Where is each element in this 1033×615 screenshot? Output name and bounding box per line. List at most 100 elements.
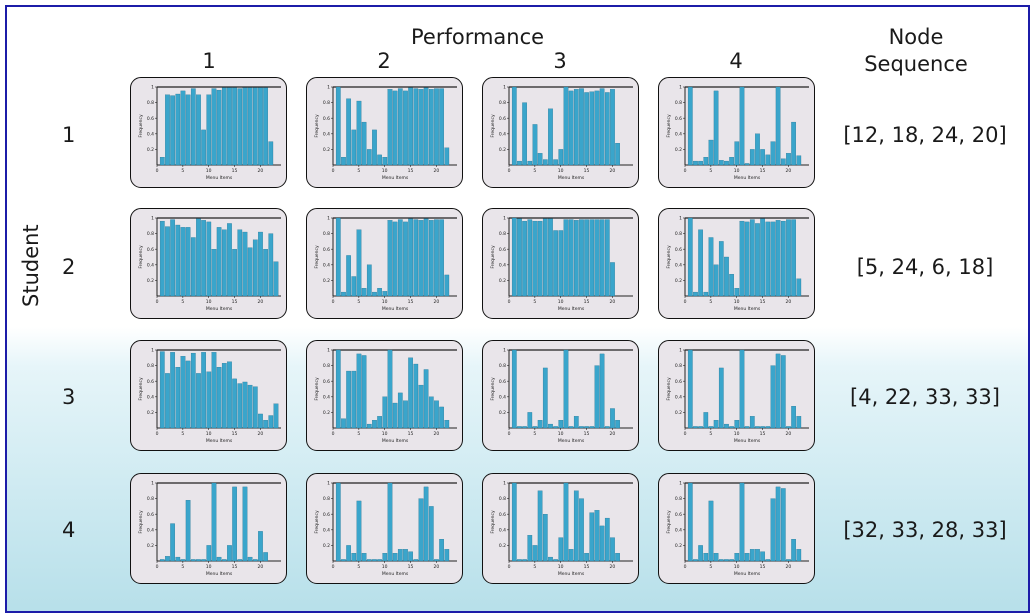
bar-22 <box>796 416 802 429</box>
node-sequence-header-line-2: Sequence <box>864 52 968 76</box>
x-tick-label: 20 <box>609 431 615 437</box>
bar-17 <box>418 498 424 562</box>
y-axis-label: Frequency <box>490 377 496 401</box>
bar-5 <box>708 500 714 562</box>
bar-11 <box>387 220 393 297</box>
x-tick-label: 15 <box>584 299 590 305</box>
bar-12 <box>744 163 750 166</box>
bar-17 <box>594 219 600 297</box>
bar-19 <box>780 158 786 166</box>
y-tick-label: 0.6 <box>323 379 330 385</box>
x-tick-label: 5 <box>533 168 536 174</box>
bar-4 <box>703 553 709 562</box>
y-tick-label: 0.6 <box>323 247 330 253</box>
bar-18 <box>423 218 429 297</box>
x-tick-label: 0 <box>156 168 159 174</box>
y-tick-label: 0.2 <box>323 543 330 549</box>
bar-4 <box>703 157 709 166</box>
bar-5 <box>356 353 362 429</box>
bar-13 <box>749 416 755 429</box>
x-axis-label: Menu Items <box>558 306 585 312</box>
bar-13 <box>221 363 227 429</box>
y-tick-label: 0.4 <box>323 262 330 268</box>
bar-12 <box>744 221 750 297</box>
bar-14 <box>227 87 232 166</box>
x-tick-label: 0 <box>332 299 335 305</box>
bar-21 <box>263 87 268 166</box>
y-axis-label: Frequency <box>666 377 672 401</box>
x-tick-label: 5 <box>357 564 360 570</box>
bar-17 <box>594 365 600 429</box>
x-tick-label: 15 <box>232 564 238 570</box>
bar-10 <box>734 553 740 562</box>
bar-21 <box>439 539 444 562</box>
bar-15 <box>408 551 413 562</box>
x-axis-label: Menu Items <box>734 306 761 312</box>
y-tick-label: 0.4 <box>323 394 330 400</box>
bar-4 <box>175 556 181 562</box>
y-tick-label: 0.2 <box>675 543 682 549</box>
bar-20 <box>258 531 263 562</box>
bar-19 <box>604 92 610 166</box>
bar-10 <box>206 221 212 297</box>
x-tick-label: 10 <box>382 299 388 305</box>
x-tick-label: 5 <box>533 299 536 305</box>
bar-5 <box>532 545 538 562</box>
y-tick-label: 0.6 <box>499 512 506 518</box>
bar-6 <box>185 227 191 297</box>
y-tick-label: 1 <box>503 481 506 487</box>
y-tick-label: 0.4 <box>675 394 682 400</box>
bar-11 <box>563 349 569 429</box>
y-axis-label: Frequency <box>490 510 496 534</box>
bar-21 <box>791 539 796 562</box>
column-header-3: 3 <box>553 49 567 73</box>
histogram-panel-r2-c3: 0.2 0.4 0.6 0.8 1 0 5 10 15 20 Menu Items Frequency <box>482 208 639 319</box>
y-tick-label: 0.2 <box>147 410 154 416</box>
y-tick-label: 0.2 <box>675 410 682 416</box>
bar-1 <box>511 482 517 562</box>
y-tick-label: 0.6 <box>675 247 682 253</box>
bar-19 <box>252 386 258 429</box>
bar-1 <box>335 86 341 166</box>
x-tick-label: 15 <box>760 431 766 437</box>
bar-21 <box>439 88 444 166</box>
bar-8 <box>196 373 201 429</box>
histogram-panel-r1-c2: 0.2 0.4 0.6 0.8 1 0 5 10 15 20 Menu Items Frequency <box>306 77 463 188</box>
bar-6 <box>713 420 719 429</box>
bar-4 <box>351 370 357 429</box>
bar-2 <box>341 418 346 429</box>
bar-19 <box>604 426 610 429</box>
bar-15 <box>408 218 413 297</box>
bar-1 <box>687 86 693 166</box>
bar-20 <box>434 219 439 297</box>
bar-16 <box>765 154 771 166</box>
y-tick-label: 0.8 <box>323 496 330 502</box>
bar-12 <box>568 219 574 297</box>
bar-6 <box>185 500 191 562</box>
x-tick-label: 20 <box>257 564 263 570</box>
y-tick-label: 1 <box>679 481 682 487</box>
histogram-panel-r4-c2: 0.2 0.4 0.6 0.8 1 0 5 10 15 20 Menu Items Frequency <box>306 473 463 584</box>
bar-20 <box>434 559 439 562</box>
x-tick-label: 15 <box>760 168 766 174</box>
x-tick-label: 20 <box>785 299 791 305</box>
bar-9 <box>729 157 734 166</box>
bar-3 <box>170 523 175 562</box>
bar-2 <box>693 160 698 166</box>
bar-5 <box>532 220 538 297</box>
bar-19 <box>252 559 258 562</box>
bar-15 <box>760 149 765 166</box>
bar-16 <box>765 221 771 297</box>
bar-16 <box>237 229 243 297</box>
bar-15 <box>232 378 237 429</box>
bar-16 <box>413 219 419 297</box>
bar-18 <box>247 87 253 166</box>
bar-8 <box>548 556 553 562</box>
bar-19 <box>428 220 434 297</box>
bar-1 <box>511 349 517 429</box>
bar-12 <box>392 402 398 429</box>
x-tick-label: 0 <box>156 431 159 437</box>
